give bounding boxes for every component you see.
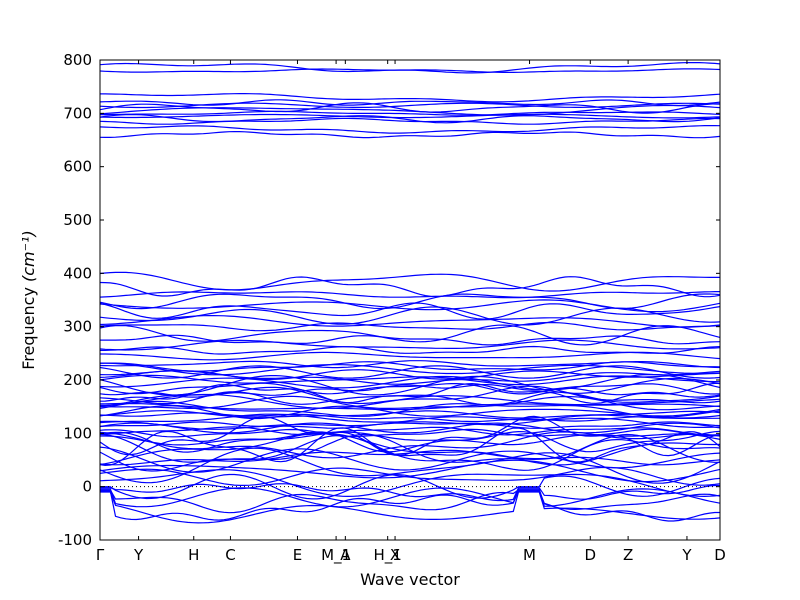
y-tick-label: 0	[82, 478, 92, 496]
band-line	[99, 276, 721, 298]
band-line	[99, 293, 721, 310]
band-line	[99, 110, 721, 116]
band-line	[99, 114, 721, 124]
band-line	[99, 62, 721, 74]
band-line	[99, 302, 721, 320]
band-line	[100, 334, 721, 346]
band-line	[99, 384, 721, 398]
band-line	[99, 291, 720, 299]
band-line	[100, 489, 721, 514]
band-lines	[99, 62, 721, 524]
band-line	[99, 413, 720, 426]
y-axis: -100 0 100 200 300 400 500 600 700 800	[58, 51, 720, 549]
x-tick-label: Z	[623, 546, 633, 564]
x-tick-label: D	[714, 546, 726, 564]
band-line	[99, 113, 721, 119]
band-line	[99, 375, 721, 396]
band-line	[99, 402, 721, 411]
y-tick-label: 100	[63, 424, 92, 442]
band-line	[99, 410, 721, 419]
band-line	[100, 490, 720, 522]
band-line	[99, 339, 721, 351]
band-line	[99, 360, 721, 369]
band-line	[100, 351, 721, 361]
band-line	[100, 362, 721, 376]
band-line	[99, 315, 721, 328]
band-line	[100, 345, 721, 355]
band-line	[99, 102, 721, 114]
y-tick-label: 200	[63, 371, 92, 389]
y-tick-label: 800	[63, 51, 92, 69]
band-line	[99, 271, 720, 292]
band-line	[99, 459, 721, 483]
band-line	[99, 321, 721, 332]
band-line	[100, 385, 721, 406]
plot-frame	[99, 59, 721, 541]
band-line	[99, 324, 721, 346]
band-line	[99, 446, 721, 473]
y-tick-label: 600	[63, 158, 92, 176]
band-line	[99, 430, 721, 453]
y-tick-label: 700	[63, 104, 92, 122]
band-line	[99, 369, 721, 380]
band-line	[100, 491, 721, 524]
x-tick-label: C	[225, 546, 235, 564]
band-line	[99, 374, 721, 386]
x-tick-label: H	[188, 546, 199, 564]
x-tick-label: Y	[681, 546, 692, 564]
band-line	[99, 415, 721, 457]
y-axis-label-text: Frequency	[19, 287, 38, 370]
band-line	[99, 421, 721, 429]
band-line	[99, 469, 721, 498]
x-tick-label: D	[585, 546, 597, 564]
band-line	[99, 422, 721, 434]
band-line	[99, 431, 721, 459]
band-line	[99, 382, 721, 395]
x-tick-label: M_1	[321, 546, 351, 565]
y-tick-label: 400	[63, 264, 92, 282]
x-tick-label: Γ	[96, 546, 105, 564]
band-line	[99, 416, 721, 430]
band-line	[99, 447, 721, 484]
x-tick-label: H_1	[374, 546, 402, 565]
band-line	[99, 382, 720, 404]
x-tick-label: Y	[133, 546, 144, 564]
band-line	[99, 374, 721, 391]
x-axis-label: Wave vector	[360, 570, 460, 589]
band-line	[99, 428, 721, 438]
x-axis: Γ Y H C E M_1A H_1X M D Z Y D	[96, 60, 726, 565]
y-axis-label-unit: (cm⁻¹)	[19, 230, 38, 282]
band-line	[100, 93, 721, 103]
band-line	[100, 483, 721, 502]
band-line	[99, 405, 721, 420]
x-tick-label: M	[523, 546, 536, 564]
y-axis-label: Frequency (cm⁻¹)	[19, 230, 38, 369]
band-line	[99, 99, 721, 107]
y-tick-label: -100	[58, 531, 92, 549]
y-tick-label: 300	[63, 318, 92, 336]
y-tick-label: 500	[63, 211, 92, 229]
x-tick-label: E	[293, 546, 302, 564]
x-tick-label: X	[390, 546, 400, 564]
band-line	[99, 125, 721, 134]
band-line	[99, 117, 721, 125]
band-line	[99, 131, 721, 139]
x-tick-label: A	[340, 546, 351, 564]
